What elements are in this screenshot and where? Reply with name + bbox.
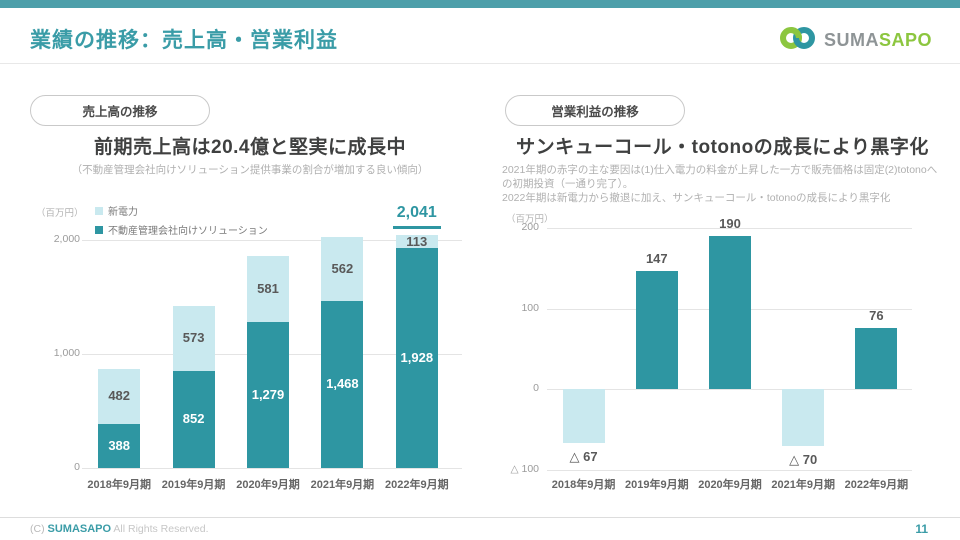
x-category-label: 2020年9月期 xyxy=(698,479,762,491)
top-accent-bar xyxy=(0,0,960,8)
y-tick-label: 0 xyxy=(533,382,539,395)
bar-segment-solutions xyxy=(98,423,141,468)
x-category-label: 2018年9月期 xyxy=(551,479,616,491)
y-tick-label: △ 100 xyxy=(510,463,539,475)
legend-label: 不動産管理会社向けソリューション xyxy=(108,226,268,237)
x-category-label: 2018年9月期 xyxy=(87,479,151,491)
bar-value-label: 1,928 xyxy=(400,350,434,366)
bar-value-label: △ 70 xyxy=(789,451,818,467)
bar-segment-solutions xyxy=(395,248,438,468)
total-value-label: 2,041 xyxy=(396,204,437,222)
y-tick-label: 1,000 xyxy=(53,347,80,359)
bar-value-label: 76 xyxy=(869,308,884,324)
bar-value-label: 147 xyxy=(645,250,668,266)
bar-segment-power xyxy=(247,255,289,323)
x-category-label: 2022年9月期 xyxy=(844,479,909,491)
page-number: 11 xyxy=(915,522,928,536)
bar-segment-power xyxy=(395,235,438,249)
footer-copyright: (C) SUMASAPO All Rights Reserved. xyxy=(30,523,209,535)
bar-value-label: 852 xyxy=(182,411,205,427)
footer-divider xyxy=(0,517,960,518)
footer-brand: SUMASAPO xyxy=(47,523,112,535)
page-title: 業績の推移：売上高・営業利益 xyxy=(30,29,338,52)
bar-segment-power xyxy=(321,236,364,301)
y-tick-label: 2,000 xyxy=(53,233,80,245)
legend-item: 不動産管理会社向けソリューション xyxy=(95,222,268,237)
x-category-label: 2019年9月期 xyxy=(625,479,689,491)
profit-bar-negative xyxy=(562,389,605,444)
bar-value-label: 482 xyxy=(108,388,131,404)
y-tick-label: 0 xyxy=(74,461,80,473)
total-underline xyxy=(392,226,441,230)
grid-line xyxy=(82,354,462,355)
profit-bar-positive xyxy=(635,270,678,390)
y-tick-label: 100 xyxy=(521,301,539,314)
logo-text: SUMASAPO xyxy=(823,30,932,50)
bar-segment-solutions xyxy=(247,322,289,468)
operating-profit-heading: サンキューコール・totonoの成長により黒字化 xyxy=(516,137,929,158)
profit-bar-positive xyxy=(855,328,898,390)
x-category-label: 2022年9月期 xyxy=(385,479,449,491)
copyright-prefix: (C) xyxy=(30,523,45,535)
axis-unit-label: （百万円） xyxy=(36,208,84,219)
revenue-heading: 前期売上高は20.4億と堅実に成長中 xyxy=(94,137,406,158)
x-category-label: 2019年9月期 xyxy=(161,479,226,491)
bar-value-label: 573 xyxy=(182,330,205,346)
bar-segment-solutions xyxy=(321,300,364,468)
legend-swatch-icon xyxy=(95,225,103,234)
y-tick-label: 200 xyxy=(521,221,539,233)
footer-rights: All Rights Reserved. xyxy=(113,523,209,535)
operating-profit-badge: 営業利益の推移 xyxy=(505,95,685,126)
bar-segment-power xyxy=(172,305,215,371)
bar-segment-power xyxy=(98,368,141,424)
note-line-2: 2022年期は新電力から撤退に加え、サンキューコール・totonoの成長により黒… xyxy=(502,192,891,205)
bar-value-label: 190 xyxy=(719,216,741,232)
grid-line xyxy=(547,389,912,391)
bar-value-label: 113 xyxy=(406,233,428,249)
revenue-badge: 売上高の推移 xyxy=(30,95,210,126)
grid-line xyxy=(547,470,912,471)
profit-bar-negative xyxy=(782,389,825,446)
bar-value-label: 562 xyxy=(331,260,354,276)
grid-line xyxy=(547,228,912,229)
bar-value-label: 388 xyxy=(108,437,131,453)
bar-value-label: △ 67 xyxy=(569,449,598,465)
chart-legend: 新電力不動産管理会社向けソリューション xyxy=(95,203,268,241)
header: 業績の推移：売上高・営業利益 SUMASAPO xyxy=(0,8,960,64)
bar-value-label: 581 xyxy=(257,281,279,297)
legend-label: 新電力 xyxy=(108,207,138,218)
sumasapo-logo-icon xyxy=(778,24,818,57)
grid-line xyxy=(547,308,912,310)
legend-item: 新電力 xyxy=(95,203,268,218)
bar-value-label: 1,279 xyxy=(251,387,285,403)
revenue-subheading: （不動産管理会社向けソリューション提供事業の割合が増加する良い傾向） xyxy=(71,164,429,176)
axis-unit-label: （百万円） xyxy=(506,214,554,225)
x-category-label: 2021年9月期 xyxy=(771,479,835,491)
legend-swatch-icon xyxy=(95,206,103,215)
grid-line xyxy=(82,468,462,469)
bar-value-label: 1,468 xyxy=(326,376,359,392)
company-logo: SUMASAPO xyxy=(778,24,932,57)
profit-bar-positive xyxy=(709,236,751,390)
x-category-label: 2021年9月期 xyxy=(310,479,375,491)
operating-profit-note: 2021年期の赤字の主な要因は(1)仕入電力の料金が上昇した一方で販売価格は固定… xyxy=(502,163,942,206)
bar-segment-solutions xyxy=(172,370,215,468)
x-category-label: 2020年9月期 xyxy=(236,479,300,491)
note-line-1: 2021年期の赤字の主な要因は(1)仕入電力の料金が上昇した一方で販売価格は固定… xyxy=(502,164,938,191)
grid-line xyxy=(82,240,462,241)
